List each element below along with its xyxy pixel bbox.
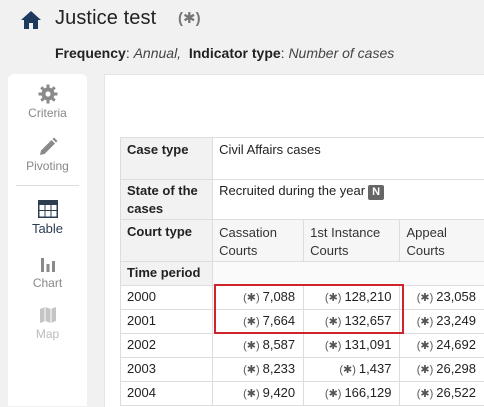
data-table: Case type Civil Affairs cases State of t… [120, 137, 484, 406]
value-text: 9,420 [263, 385, 296, 400]
year-cell: 2003 [121, 358, 213, 382]
sidebar-label-table: Table [32, 221, 63, 236]
sidebar: Criteria Pivoting Table Chart [8, 74, 87, 406]
table-icon [37, 199, 59, 219]
frequency-value: Annual, [134, 45, 181, 61]
value-text: 7,088 [263, 289, 296, 304]
value-cell[interactable]: (✱)23,058 [400, 286, 484, 310]
pencil-icon [38, 137, 58, 157]
page-title: Justice test [55, 7, 156, 30]
value-cell[interactable]: (✱)26,522 [400, 382, 484, 406]
flag-marker: (✱) [325, 292, 342, 304]
value-cell[interactable]: (✱)7,088 [213, 286, 304, 310]
value-cell[interactable]: (✱)128,210 [304, 286, 400, 310]
flag-marker: (✱) [243, 340, 260, 352]
table-row: 2004 (✱)9,420 (✱)166,129 (✱)26,522 [121, 382, 484, 406]
state-badge: N [368, 185, 384, 200]
value-cell[interactable]: (✱)7,664 [213, 310, 304, 334]
value-text: 23,249 [436, 313, 476, 328]
table-row: 2003 (✱)8,233 (✱)1,437 (✱)26,298 [121, 358, 484, 382]
indicator-meta: Frequency: Annual, Indicator type: Numbe… [55, 45, 394, 61]
sidebar-item-criteria[interactable]: Criteria [8, 84, 87, 120]
gear-icon [38, 84, 58, 104]
sidebar-label-criteria: Criteria [28, 106, 67, 120]
value-cell[interactable]: (✱)1,437 [304, 358, 400, 382]
value-text: 8,233 [263, 361, 296, 376]
frequency-label: Frequency [55, 45, 126, 61]
indicator-type-value: Number of cases [288, 45, 394, 61]
case-type-label: Case type [121, 138, 213, 180]
value-text: 132,657 [344, 313, 391, 328]
sidebar-label-pivoting: Pivoting [26, 159, 69, 173]
sidebar-label-chart: Chart [33, 276, 62, 290]
home-icon[interactable] [20, 10, 42, 30]
flag-marker: (✱) [417, 316, 434, 328]
time-period-label: Time period [121, 262, 213, 286]
sidebar-label-map: Map [36, 327, 59, 341]
table-panel: Case type Civil Affairs cases State of t… [104, 74, 484, 407]
case-type-value: Civil Affairs cases [213, 138, 484, 180]
table-row: 2001 (✱)7,664 (✱)132,657 (✱)23,249 [121, 310, 484, 334]
sidebar-item-map[interactable]: Map [8, 305, 87, 341]
bar-chart-icon [38, 254, 58, 274]
state-label: State of the cases [121, 180, 213, 220]
flag-marker: (✱) [243, 292, 260, 304]
value-cell[interactable]: (✱)26,298 [400, 358, 484, 382]
year-cell: 2001 [121, 310, 213, 334]
column-header-first-instance: 1st Instance Courts [304, 220, 400, 262]
sidebar-item-table[interactable]: Table [8, 199, 87, 236]
column-header-cassation: Cassation Courts [213, 220, 304, 262]
flag-marker: (✱) [417, 340, 434, 352]
table-row: 2002 (✱)8,587 (✱)131,091 (✱)24,692 [121, 334, 484, 358]
value-text: 23,058 [436, 289, 476, 304]
table-row: Court type Cassation Courts 1st Instance… [121, 220, 484, 262]
value-cell[interactable]: (✱)24,692 [400, 334, 484, 358]
year-cell: 2002 [121, 334, 213, 358]
value-cell[interactable]: (✱)131,091 [304, 334, 400, 358]
year-cell: 2000 [121, 286, 213, 310]
page-header: Justice test (✱) Frequency: Annual, Indi… [0, 0, 484, 72]
value-text: 166,129 [344, 385, 391, 400]
value-cell[interactable]: (✱)9,420 [213, 382, 304, 406]
flag-marker: (✱) [325, 388, 342, 400]
flag-marker: (✱) [417, 292, 434, 304]
time-period-spacer [213, 262, 484, 286]
court-type-label: Court type [121, 220, 213, 262]
value-cell[interactable]: (✱)23,249 [400, 310, 484, 334]
table-row: Time period [121, 262, 484, 286]
flag-marker: (✱) [325, 316, 342, 328]
flag-marker: (✱) [243, 388, 260, 400]
indicator-type-label: Indicator type [189, 45, 281, 61]
value-text: 8,587 [263, 337, 296, 352]
flag-marker: (✱) [417, 364, 434, 376]
value-text: 1,437 [359, 361, 392, 376]
value-text: 26,298 [436, 361, 476, 376]
sidebar-item-chart[interactable]: Chart [8, 254, 87, 290]
table-row: 2000 (✱)7,088 (✱)128,210 (✱)23,058 [121, 286, 484, 310]
sidebar-divider [16, 185, 79, 186]
state-value-text: Recruited during the year [219, 183, 365, 198]
sidebar-item-pivoting[interactable]: Pivoting [8, 137, 87, 173]
table-row: Case type Civil Affairs cases [121, 138, 484, 180]
title-flag: (✱) [178, 9, 201, 27]
value-text: 26,522 [436, 385, 476, 400]
flag-marker: (✱) [325, 340, 342, 352]
year-cell: 2004 [121, 382, 213, 406]
column-header-appeal: Appeal Courts [400, 220, 484, 262]
value-cell[interactable]: (✱)8,233 [213, 358, 304, 382]
value-text: 24,692 [436, 337, 476, 352]
value-cell[interactable]: (✱)132,657 [304, 310, 400, 334]
value-text: 128,210 [344, 289, 391, 304]
value-cell[interactable]: (✱)8,587 [213, 334, 304, 358]
value-text: 131,091 [344, 337, 391, 352]
flag-marker: (✱) [243, 364, 260, 376]
value-cell[interactable]: (✱)166,129 [304, 382, 400, 406]
flag-marker: (✱) [417, 388, 434, 400]
flag-marker: (✱) [339, 364, 356, 376]
map-icon [38, 305, 58, 325]
flag-marker: (✱) [243, 316, 260, 328]
value-text: 7,664 [263, 313, 296, 328]
table-row: State of the cases Recruited during the … [121, 180, 484, 220]
